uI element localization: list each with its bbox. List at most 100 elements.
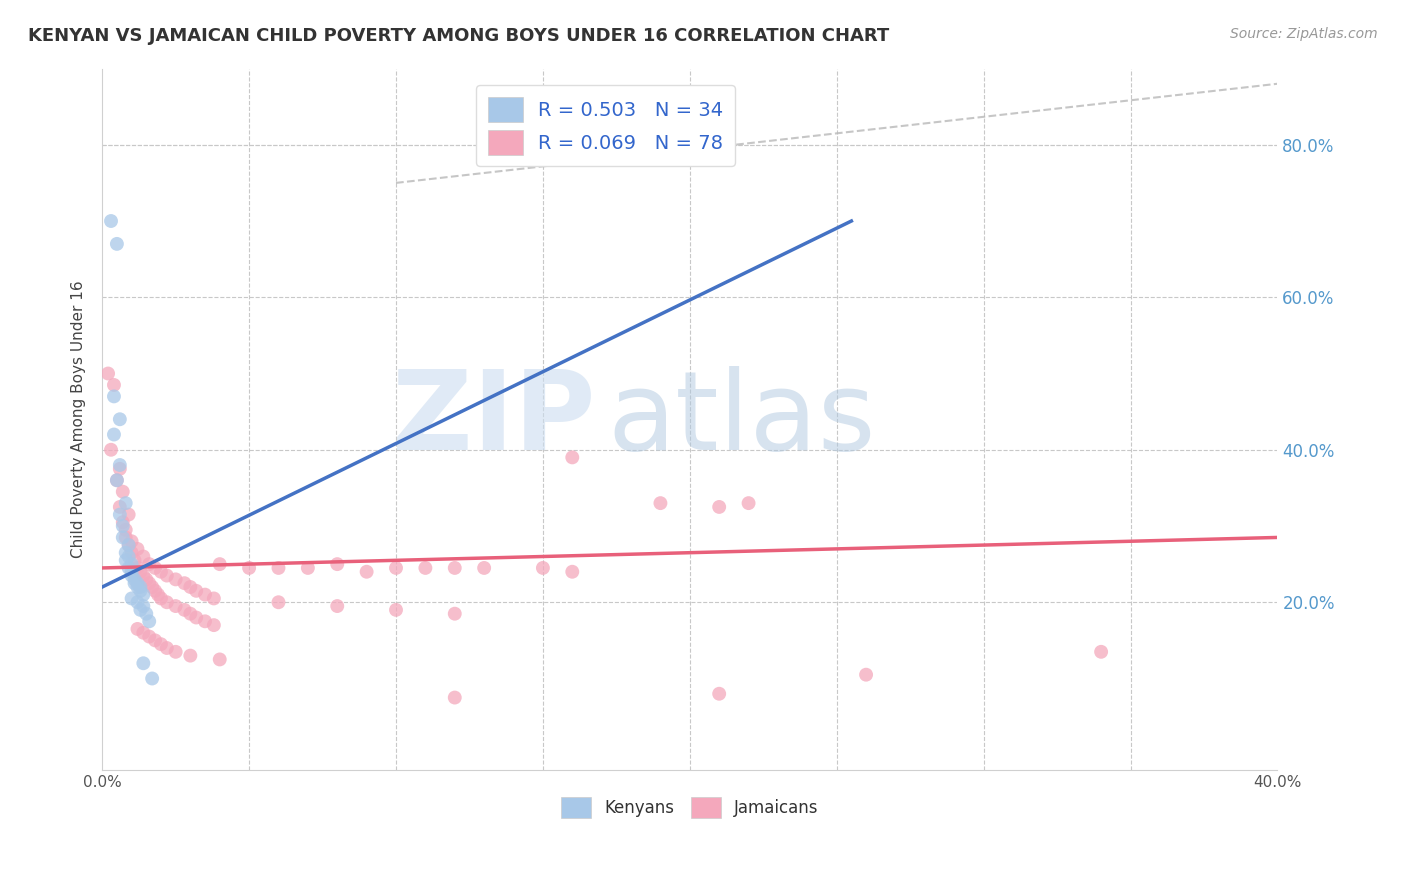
Point	[105, 236, 128, 251]
Point	[129, 565, 152, 579]
Point	[132, 588, 155, 602]
Point	[149, 591, 172, 606]
Point	[179, 648, 201, 663]
Point	[156, 640, 179, 655]
Point	[132, 657, 155, 671]
Point	[127, 561, 149, 575]
Point	[108, 458, 131, 472]
Point	[156, 595, 179, 609]
Point	[165, 645, 187, 659]
Point	[121, 557, 143, 571]
Point	[202, 591, 225, 606]
Point	[105, 473, 128, 487]
Point	[143, 561, 166, 575]
Point	[127, 580, 149, 594]
Point	[108, 508, 131, 522]
Point	[118, 538, 141, 552]
Point	[135, 573, 157, 587]
Text: Source: ZipAtlas.com: Source: ZipAtlas.com	[1230, 27, 1378, 41]
Point	[124, 576, 146, 591]
Point	[561, 565, 583, 579]
Point	[737, 496, 759, 510]
Point	[443, 561, 465, 575]
Point	[100, 442, 122, 457]
Point	[114, 496, 136, 510]
Point	[114, 523, 136, 537]
Point	[415, 561, 437, 575]
Point	[138, 557, 160, 571]
Point	[472, 561, 495, 575]
Point	[297, 561, 319, 575]
Point	[267, 595, 290, 609]
Legend: Kenyans, Jamaicans: Kenyans, Jamaicans	[554, 790, 825, 825]
Point	[138, 576, 160, 591]
Point	[165, 599, 187, 613]
Point	[118, 538, 141, 552]
Point	[141, 580, 163, 594]
Text: atlas: atlas	[607, 366, 876, 473]
Point	[443, 607, 465, 621]
Point	[132, 568, 155, 582]
Point	[179, 580, 201, 594]
Point	[1090, 645, 1112, 659]
Point	[118, 549, 141, 564]
Point	[194, 588, 217, 602]
Point	[326, 599, 349, 613]
Point	[173, 576, 195, 591]
Point	[121, 568, 143, 582]
Point	[146, 588, 169, 602]
Point	[129, 603, 152, 617]
Point	[111, 484, 134, 499]
Point	[111, 515, 134, 529]
Point	[202, 618, 225, 632]
Point	[127, 595, 149, 609]
Point	[132, 599, 155, 613]
Point	[118, 561, 141, 575]
Point	[97, 367, 120, 381]
Point	[135, 607, 157, 621]
Point	[143, 633, 166, 648]
Point	[855, 667, 877, 681]
Point	[138, 615, 160, 629]
Point	[105, 473, 128, 487]
Point	[709, 500, 731, 514]
Point	[138, 630, 160, 644]
Point	[149, 565, 172, 579]
Point	[114, 531, 136, 545]
Point	[121, 565, 143, 579]
Point	[238, 561, 260, 575]
Point	[356, 565, 378, 579]
Text: KENYAN VS JAMAICAN CHILD POVERTY AMONG BOYS UNDER 16 CORRELATION CHART: KENYAN VS JAMAICAN CHILD POVERTY AMONG B…	[28, 27, 890, 45]
Point	[108, 462, 131, 476]
Point	[111, 519, 134, 533]
Text: ZIP: ZIP	[392, 366, 596, 473]
Point	[443, 690, 465, 705]
Point	[531, 561, 554, 575]
Point	[124, 553, 146, 567]
Point	[208, 652, 231, 666]
Point	[121, 546, 143, 560]
Point	[173, 603, 195, 617]
Point	[108, 500, 131, 514]
Point	[208, 557, 231, 571]
Point	[385, 561, 408, 575]
Point	[561, 450, 583, 465]
Point	[103, 389, 125, 403]
Point	[650, 496, 672, 510]
Point	[709, 687, 731, 701]
Point	[132, 625, 155, 640]
Point	[127, 622, 149, 636]
Point	[141, 672, 163, 686]
Point	[121, 534, 143, 549]
Point	[103, 378, 125, 392]
Point	[129, 580, 152, 594]
Point	[121, 591, 143, 606]
Point	[114, 546, 136, 560]
Point	[149, 637, 172, 651]
Point	[127, 541, 149, 556]
Point	[385, 603, 408, 617]
Point	[114, 553, 136, 567]
Point	[156, 568, 179, 582]
Point	[186, 583, 208, 598]
Point	[127, 576, 149, 591]
